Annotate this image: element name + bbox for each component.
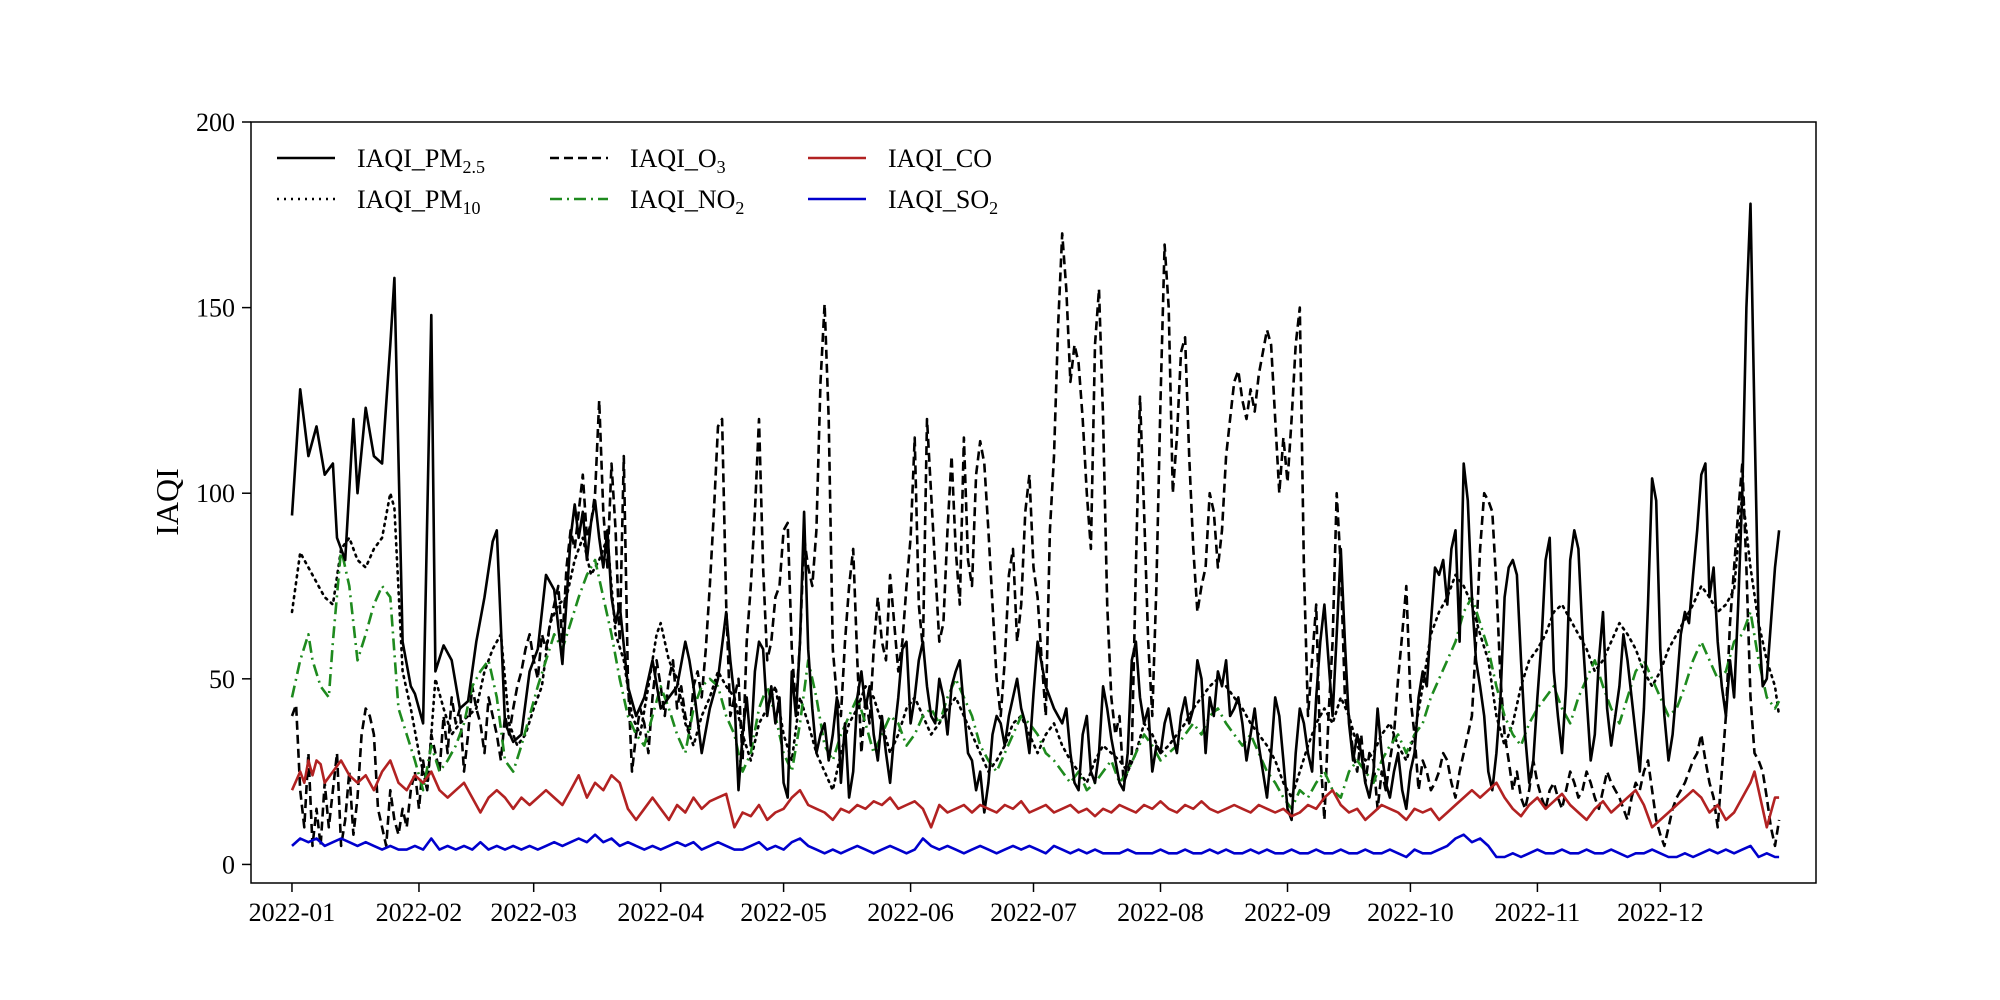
y-tick-label: 50 <box>209 665 235 694</box>
x-tick-label: 2022-09 <box>1244 898 1331 927</box>
x-tick-label: 2022-11 <box>1495 898 1581 927</box>
legend-label: IAQI_SO2 <box>888 185 998 218</box>
legend-label-subscript: 2 <box>989 198 998 218</box>
legend-label-subscript: 3 <box>717 157 726 177</box>
y-tick-label: 150 <box>196 294 235 323</box>
y-tick-label: 0 <box>222 850 235 879</box>
legend-label-main: IAQI_CO <box>888 144 992 173</box>
series-line-iaqi-so2 <box>291 833 1780 859</box>
series-layer <box>290 202 1781 859</box>
series-line-iaqi-no2 <box>290 547 1781 811</box>
legend: IAQI_PM2.5IAQI_PM10IAQI_O3IAQI_NO2IAQI_C… <box>277 144 998 218</box>
y-tick-label: 100 <box>196 479 235 508</box>
x-tick-label: 2022-03 <box>490 898 577 927</box>
legend-label-main: IAQI_SO <box>888 185 989 214</box>
legend-label-main: IAQI_O <box>630 144 717 173</box>
legend-label: IAQI_PM10 <box>357 185 480 218</box>
x-tick-label: 2022-01 <box>249 898 336 927</box>
x-tick-label: 2022-06 <box>867 898 954 927</box>
x-axis: 2022-01 2022-02 2022-03 2022-04 2022-05 2022-… <box>249 883 1704 927</box>
y-axis-title: IAQI <box>149 468 185 536</box>
x-tick-label: 2022-07 <box>990 898 1077 927</box>
series-line-iaqi-pm2-5 <box>290 202 1781 822</box>
legend-label-main: IAQI_PM <box>357 185 462 214</box>
legend-label: IAQI_CO <box>888 144 992 173</box>
y-axis: 0 50 100 150 200 <box>196 108 251 879</box>
legend-label: IAQI_NO2 <box>630 185 744 218</box>
y-tick-label: 200 <box>196 108 235 137</box>
legend-label: IAQI_PM2.5 <box>357 144 485 177</box>
legend-label: IAQI_O3 <box>630 144 726 177</box>
series-line-iaqi-pm10 <box>290 491 1781 799</box>
x-tick-label: 2022-08 <box>1117 898 1204 927</box>
x-tick-label: 2022-12 <box>1617 898 1704 927</box>
x-tick-label: 2022-05 <box>740 898 827 927</box>
x-tick-label: 2022-02 <box>376 898 463 927</box>
legend-label-main: IAQI_PM <box>357 144 462 173</box>
legend-label-subscript: 2.5 <box>462 157 485 177</box>
series-line-iaqi-co <box>290 759 1780 829</box>
x-tick-label: 2022-10 <box>1367 898 1454 927</box>
legend-label-subscript: 2 <box>735 198 744 218</box>
legend-label-main: IAQI_NO <box>630 185 735 214</box>
legend-label-subscript: 10 <box>462 198 480 218</box>
x-tick-label: 2022-04 <box>617 898 704 927</box>
